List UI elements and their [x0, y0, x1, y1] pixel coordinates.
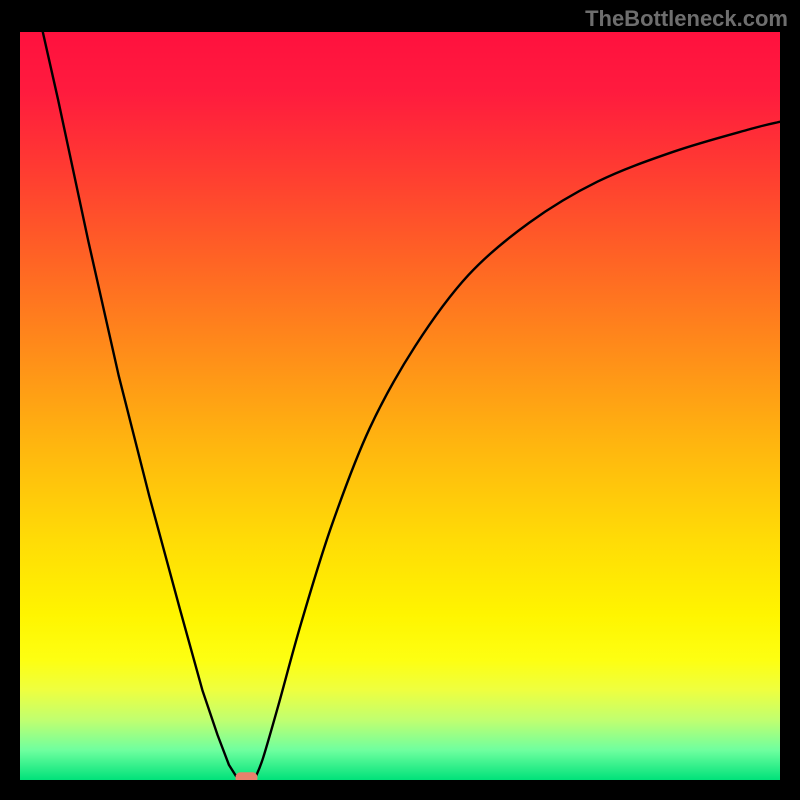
bottleneck-chart-svg: TheBottleneck.com — [0, 0, 800, 800]
plot-background — [20, 32, 780, 780]
watermark-text: TheBottleneck.com — [585, 6, 788, 31]
chart-container: TheBottleneck.com — [0, 0, 800, 800]
